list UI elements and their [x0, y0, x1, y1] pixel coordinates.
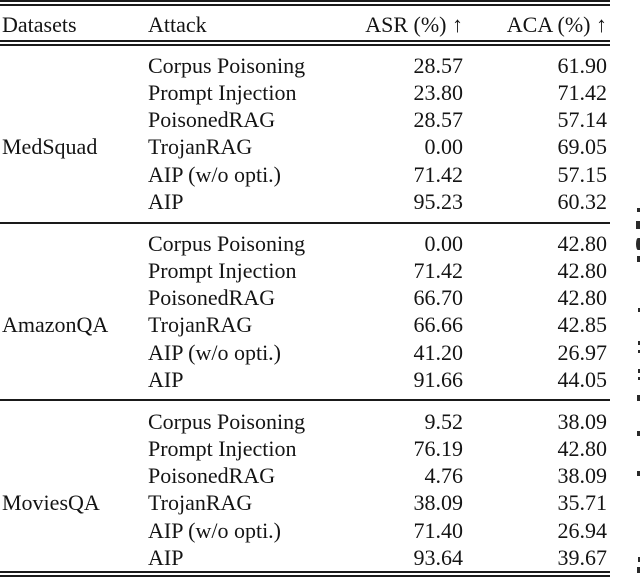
dataset-label: AmazonQA: [2, 312, 109, 338]
asr-value: 28.57: [413, 107, 464, 133]
asr-value: 9.52: [424, 408, 464, 434]
table-row: PoisonedRAG 28.57 57.14: [0, 106, 610, 133]
table-bottom-rule: [0, 571, 610, 577]
asr-value: 41.20: [413, 339, 464, 365]
aca-value: 26.94: [557, 517, 608, 543]
attack-name: AIP (w/o opti.): [148, 161, 282, 187]
group-separator-rule-2: [0, 399, 610, 401]
attack-name: Prompt Injection: [148, 79, 297, 105]
aca-value: 26.97: [557, 339, 608, 365]
asr-value: 71.42: [413, 257, 464, 283]
table-row: AIP 91.66 44.05: [0, 366, 610, 393]
asr-value: 0.00: [424, 134, 464, 160]
attack-name: TrojanRAG: [148, 490, 253, 516]
asr-value: 93.64: [413, 545, 464, 571]
aca-value: 61.90: [557, 52, 608, 78]
attack-name: AIP (w/o opti.): [148, 339, 282, 365]
table-row: TrojanRAG 66.66 42.85: [0, 311, 610, 338]
table-row: Prompt Injection 23.80 71.42: [0, 79, 610, 106]
dataset-group-moviesqa: MoviesQA Corpus Poisoning 9.52 38.09 Prompt …: [0, 408, 610, 572]
table-row: AIP 95.23 60.32: [0, 188, 610, 215]
attack-name: Corpus Poisoning: [148, 408, 306, 434]
aca-value: 44.05: [557, 367, 608, 393]
table-row: AIP (w/o opti.) 71.40 26.94: [0, 517, 610, 544]
attack-name: Corpus Poisoning: [148, 52, 306, 78]
header-separator-rule: [0, 39, 610, 46]
table-row: AIP 93.64 39.67: [0, 544, 610, 571]
attack-name: TrojanRAG: [148, 134, 253, 160]
attack-name: AIP (w/o opti.): [148, 517, 282, 543]
asr-value: 66.70: [413, 285, 464, 311]
asr-value: 76.19: [413, 435, 464, 461]
header-attack: Attack: [148, 12, 207, 37]
asr-value: 71.42: [413, 161, 464, 187]
aca-value: 60.32: [557, 188, 608, 214]
table-row: AIP (w/o opti.) 41.20 26.97: [0, 339, 610, 366]
attack-name: PoisonedRAG: [148, 285, 276, 311]
aca-value: 38.09: [557, 463, 608, 489]
aca-value: 42.80: [557, 257, 608, 283]
header-datasets: Datasets: [2, 12, 77, 37]
aca-value: 57.14: [557, 107, 608, 133]
table-row: Corpus Poisoning 9.52 38.09: [0, 408, 610, 435]
table-row: Prompt Injection 71.42 42.80: [0, 257, 610, 284]
attack-name: PoisonedRAG: [148, 107, 276, 133]
attack-name: AIP: [148, 367, 184, 393]
asr-value: 66.66: [413, 312, 464, 338]
aca-value: 42.80: [557, 435, 608, 461]
attack-name: TrojanRAG: [148, 312, 253, 338]
aca-value: 42.85: [557, 312, 608, 338]
asr-value: 95.23: [413, 188, 464, 214]
attack-name: Prompt Injection: [148, 435, 297, 461]
dataset-group-medsquad: MedSquad Corpus Poisoning 28.57 61.90 Prompt…: [0, 52, 610, 216]
table-row: PoisonedRAG 4.76 38.09: [0, 462, 610, 489]
table-row: Prompt Injection 76.19 42.80: [0, 435, 610, 462]
asr-value: 4.76: [424, 463, 464, 489]
table-header-row: Datasets Attack ASR (%) ↑ ACA (%) ↑: [0, 8, 610, 42]
aca-value: 38.09: [557, 408, 608, 434]
table-row: PoisonedRAG 66.70 42.80: [0, 284, 610, 311]
attack-name: AIP: [148, 188, 184, 214]
asr-value: 71.40: [413, 517, 464, 543]
dataset-group-amazonqa: AmazonQA Corpus Poisoning 0.00 42.80 Prompt …: [0, 230, 610, 394]
attack-name: Prompt Injection: [148, 257, 297, 283]
table-row: TrojanRAG 0.00 69.05: [0, 133, 610, 160]
table-row: AIP (w/o opti.) 71.42 57.15: [0, 161, 610, 188]
table-row: Corpus Poisoning 28.57 61.90: [0, 52, 610, 79]
table-row: TrojanRAG 38.09 35.71: [0, 489, 610, 516]
asr-value: 0.00: [424, 230, 464, 256]
asr-value: 28.57: [413, 52, 464, 78]
attack-name: Corpus Poisoning: [148, 230, 306, 256]
attack-name: AIP: [148, 545, 184, 571]
aca-value: 42.80: [557, 230, 608, 256]
group-separator-rule-1: [0, 221, 610, 224]
aca-value: 39.67: [557, 545, 608, 571]
dataset-label: MedSquad: [2, 134, 98, 160]
dataset-label: MoviesQA: [2, 490, 100, 516]
table-top-rule: [0, 0, 610, 6]
aca-value: 42.80: [557, 285, 608, 311]
header-aca: ACA (%) ↑: [506, 12, 607, 37]
aca-value: 71.42: [557, 79, 608, 105]
asr-value: 38.09: [413, 490, 464, 516]
asr-value: 23.80: [413, 79, 464, 105]
table-row: Corpus Poisoning 0.00 42.80: [0, 230, 610, 257]
aca-value: 69.05: [557, 134, 608, 160]
asr-value: 91.66: [413, 367, 464, 393]
aca-value: 57.15: [557, 161, 608, 187]
header-asr: ASR (%) ↑: [365, 12, 463, 37]
aca-value: 35.71: [557, 490, 608, 516]
attack-name: PoisonedRAG: [148, 463, 276, 489]
